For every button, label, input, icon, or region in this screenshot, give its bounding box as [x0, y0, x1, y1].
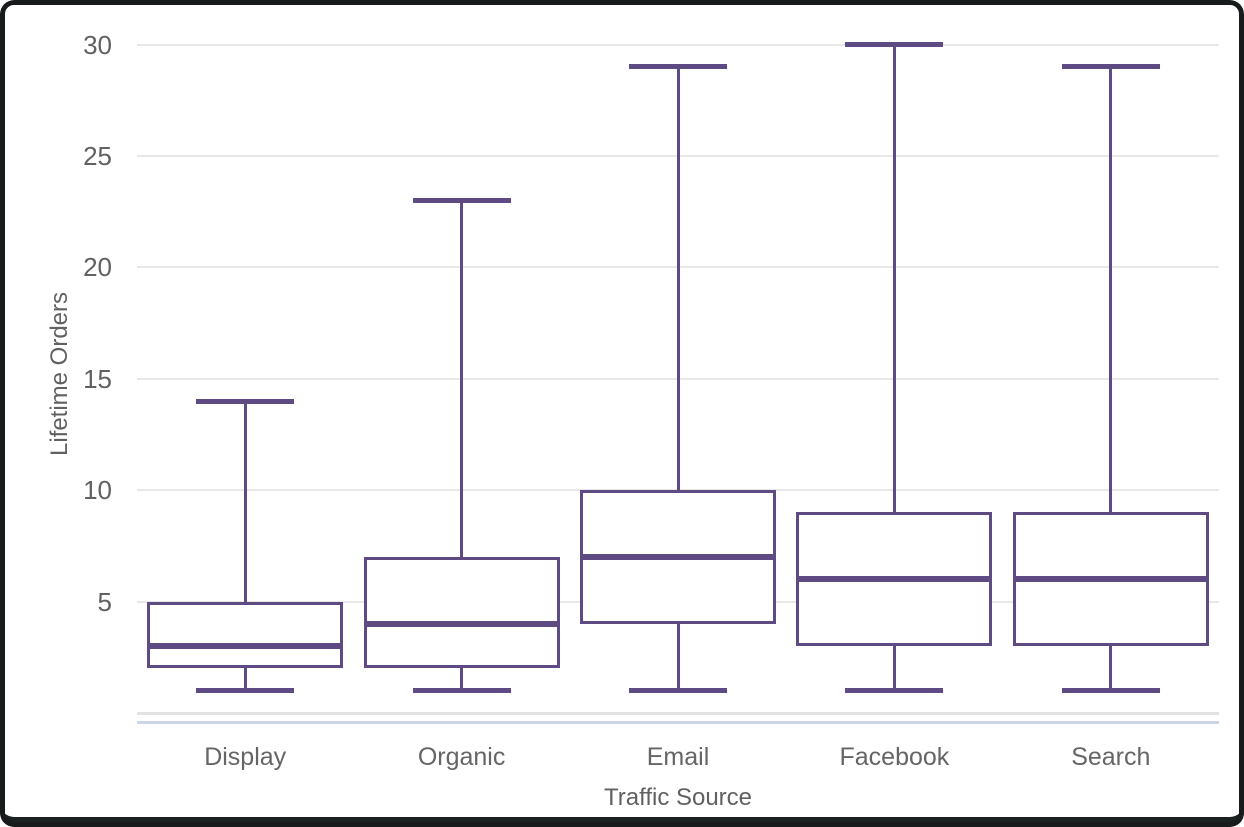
lower-whisker-stem: [460, 668, 464, 691]
max-whisker-cap: [845, 42, 944, 48]
upper-whisker-stem: [243, 401, 247, 602]
max-whisker-cap: [629, 64, 727, 70]
min-whisker-cap: [845, 688, 944, 694]
median-line: [796, 576, 993, 583]
y-tick-label-20: 20: [83, 252, 112, 283]
median-line: [1012, 576, 1209, 583]
min-whisker-cap: [1061, 688, 1160, 694]
min-whisker-cap: [412, 688, 511, 694]
median-line: [580, 554, 776, 561]
lower-whisker-stem: [243, 668, 247, 691]
upper-whisker-stem: [1109, 66, 1113, 513]
y-tick-label-10: 10: [83, 475, 112, 506]
max-whisker-cap: [196, 398, 295, 404]
lower-whisker-stem: [1109, 646, 1113, 691]
median-line: [363, 620, 560, 627]
lower-whisker-stem: [892, 646, 896, 691]
y-tick-label-15: 15: [83, 363, 112, 394]
min-whisker-cap: [196, 688, 295, 694]
x-axis-title: Traffic Source: [603, 784, 753, 811]
x-axis-baseline: [137, 721, 1219, 724]
upper-whisker-stem: [676, 66, 680, 491]
x-tick-label-facebook: Facebook: [839, 743, 950, 771]
min-whisker-cap: [629, 688, 727, 694]
median-line: [147, 643, 344, 650]
y-tick-label-30: 30: [83, 29, 112, 60]
upper-whisker-stem: [460, 200, 464, 558]
y-tick-label-25: 25: [83, 141, 112, 171]
max-whisker-cap: [1061, 64, 1160, 70]
x-tick-label-search: Search: [1071, 743, 1151, 771]
max-whisker-cap: [412, 198, 511, 204]
lower-whisker-stem: [676, 623, 680, 691]
iqr-box: [147, 601, 344, 669]
iqr-box: [363, 557, 560, 669]
x-tick-label-organic: Organic: [417, 743, 506, 771]
x-tick-label-email: Email: [646, 743, 710, 771]
gridline-y-30: [137, 43, 1219, 46]
upper-whisker-stem: [892, 44, 896, 513]
y-tick-label-5: 5: [97, 586, 112, 617]
x-tick-label-display: Display: [204, 743, 287, 771]
x-axis-zero-line: [137, 712, 1219, 715]
